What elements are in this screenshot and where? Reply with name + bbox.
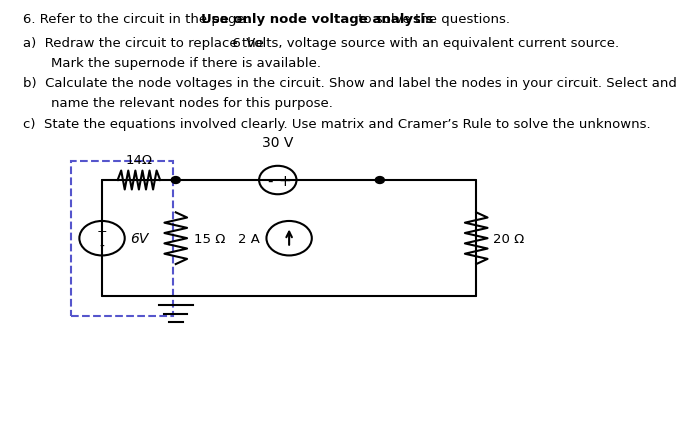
Text: 20 Ω: 20 Ω xyxy=(494,232,524,245)
Text: c)  State the equations involved clearly. Use matrix and Cramer’s Rule to solve : c) State the equations involved clearly.… xyxy=(22,117,650,130)
Text: Volts, voltage source with an equivalent current source.: Volts, voltage source with an equivalent… xyxy=(242,37,620,49)
Text: to solve the questions.: to solve the questions. xyxy=(354,13,510,26)
Text: Use only node voltage analysis: Use only node voltage analysis xyxy=(202,13,433,26)
Text: b)  Calculate the node voltages in the circuit. Show and label the nodes in your: b) Calculate the node voltages in the ci… xyxy=(22,77,677,90)
Text: +: + xyxy=(279,173,291,188)
Text: a)  Redraw the circuit to replace the: a) Redraw the circuit to replace the xyxy=(22,37,264,49)
Text: 2 A: 2 A xyxy=(238,232,260,245)
Circle shape xyxy=(172,177,181,184)
Text: Mark the supernode if there is available.: Mark the supernode if there is available… xyxy=(51,57,321,70)
Text: 6V: 6V xyxy=(130,232,149,246)
Text: 15 Ω: 15 Ω xyxy=(194,232,225,245)
Circle shape xyxy=(375,177,384,184)
Text: -: - xyxy=(99,240,104,253)
Text: 14Ω: 14Ω xyxy=(125,154,153,166)
Text: +: + xyxy=(97,224,107,237)
Bar xyxy=(71,161,173,316)
Text: 6. Refer to the circuit in the page.: 6. Refer to the circuit in the page. xyxy=(22,13,253,26)
Text: -: - xyxy=(267,173,273,188)
Text: 6: 6 xyxy=(224,37,241,49)
Text: 30 V: 30 V xyxy=(262,136,293,150)
Text: name the relevant nodes for this purpose.: name the relevant nodes for this purpose… xyxy=(51,97,333,110)
